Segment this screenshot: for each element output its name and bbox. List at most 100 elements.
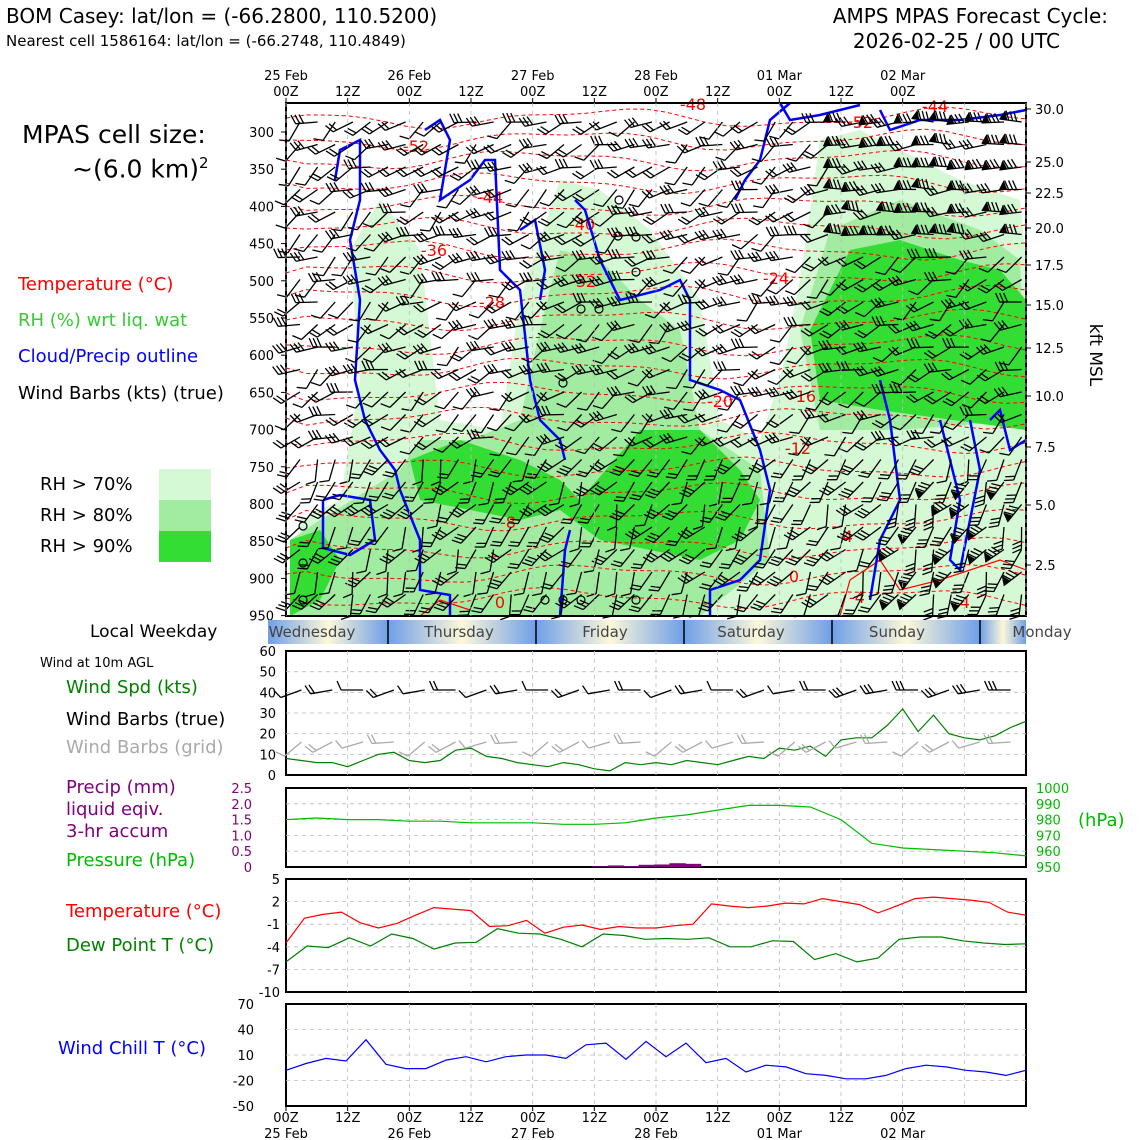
pressure-unit: (hPa) bbox=[1078, 810, 1125, 831]
wind-barb bbox=[575, 436, 600, 455]
pressure-tick-label: 600 bbox=[249, 349, 274, 364]
bottom-hour-label: 00Z bbox=[520, 1111, 546, 1126]
wind-barb bbox=[328, 301, 354, 319]
wind-barb bbox=[377, 301, 406, 312]
wind-barb bbox=[360, 413, 389, 427]
wind-barb bbox=[730, 121, 758, 134]
wind-barb bbox=[414, 548, 442, 564]
legend-rh70-swatch bbox=[159, 469, 211, 500]
wind-barb bbox=[519, 256, 547, 269]
wind-barb bbox=[605, 526, 618, 553]
wind-barb bbox=[500, 368, 530, 379]
wind-barb bbox=[290, 188, 318, 203]
wind-ytick: 60 bbox=[259, 645, 276, 660]
wind-barb bbox=[818, 571, 846, 586]
wind-barb bbox=[347, 211, 371, 231]
bottom-hour-label: 00Z bbox=[397, 1111, 423, 1126]
wind-barb bbox=[489, 436, 512, 457]
wind-barb bbox=[748, 211, 776, 226]
wind-barb bbox=[624, 206, 653, 217]
temperature-contour-2 bbox=[285, 149, 1027, 172]
wind-barb bbox=[769, 346, 794, 366]
wind-barb bbox=[325, 143, 354, 157]
wind-barb bbox=[699, 549, 723, 568]
wind-barb bbox=[715, 144, 741, 162]
weekday-band bbox=[268, 620, 388, 644]
weekday-band bbox=[684, 620, 832, 644]
wind-barb bbox=[342, 571, 354, 599]
wind-barb bbox=[436, 189, 459, 209]
wind-barb bbox=[624, 526, 653, 540]
wind-barb bbox=[981, 113, 1005, 124]
wind-barb bbox=[342, 274, 371, 285]
wind-barb bbox=[683, 369, 706, 389]
wind-barb bbox=[852, 209, 882, 221]
wind-barb bbox=[486, 414, 512, 432]
wind-barb bbox=[893, 301, 917, 321]
wind-barb bbox=[998, 223, 1022, 236]
wind-barb bbox=[523, 594, 547, 613]
wind-barb bbox=[979, 436, 1005, 454]
cloud-outline-7 bbox=[778, 102, 861, 122]
pressure-tick-label: 550 bbox=[249, 312, 274, 327]
wind-panel-title: Wind at 10m AGL bbox=[40, 656, 154, 671]
wind-barb bbox=[731, 526, 759, 542]
wind-barb bbox=[819, 323, 847, 339]
wind-barb bbox=[571, 342, 600, 354]
wind-barb bbox=[994, 278, 1022, 292]
wind-barb bbox=[677, 293, 705, 304]
wind-barb bbox=[437, 459, 459, 479]
top-date-label: 02 Mar bbox=[880, 69, 926, 84]
top-date-label: 26 Feb bbox=[387, 69, 431, 84]
wind-barb bbox=[747, 368, 776, 380]
wind-barb bbox=[325, 323, 354, 336]
wind-speed-label: Wind Spd (kts) bbox=[66, 677, 198, 698]
wind-barb bbox=[379, 548, 407, 564]
pressure-ytick: 1000 bbox=[1036, 782, 1069, 797]
wind-barb bbox=[613, 481, 635, 502]
wind-barb bbox=[692, 504, 706, 531]
wind-barb bbox=[433, 436, 459, 453]
top-date-label: 28 Feb bbox=[634, 69, 678, 84]
wind-barb bbox=[870, 278, 899, 292]
wind-barb bbox=[929, 414, 952, 434]
wind-barb bbox=[802, 459, 829, 475]
wind-barb bbox=[985, 481, 1005, 501]
wind-barb bbox=[924, 271, 952, 282]
wind-barb bbox=[572, 233, 600, 247]
wind-barb bbox=[806, 526, 829, 547]
wind-barb bbox=[606, 166, 635, 179]
wind-barb bbox=[512, 459, 530, 483]
wind-barb bbox=[413, 436, 442, 451]
wind-barb bbox=[356, 549, 372, 574]
wind-barb bbox=[540, 571, 565, 590]
wind-barb bbox=[666, 369, 688, 390]
wind-barb bbox=[911, 109, 934, 123]
wind-barb bbox=[609, 594, 635, 611]
wind-barb bbox=[665, 144, 688, 164]
wind-barb bbox=[518, 413, 547, 424]
wind-barb bbox=[924, 248, 952, 259]
wind-barb bbox=[910, 135, 934, 146]
wind-barb bbox=[645, 481, 671, 499]
wind-barb bbox=[642, 211, 670, 225]
temperature-contour-18 bbox=[285, 536, 1027, 559]
wind-barb bbox=[996, 256, 1023, 274]
wind-barb bbox=[659, 408, 688, 420]
wind-barb bbox=[448, 319, 477, 331]
wind-barb bbox=[730, 180, 758, 191]
wind-barb bbox=[946, 113, 969, 125]
wind-barb bbox=[360, 121, 389, 135]
kft-tick-label: 25.0 bbox=[1035, 156, 1064, 171]
temperature-contour-15 bbox=[285, 456, 1027, 478]
wind-barb bbox=[312, 234, 336, 253]
wind-barb bbox=[273, 248, 301, 259]
wind-barb bbox=[890, 414, 917, 431]
precip-liquid-label: liquid eqiv. bbox=[66, 799, 164, 820]
pressure-tick-label: 850 bbox=[249, 535, 274, 550]
wind-barb bbox=[318, 526, 336, 550]
wind-barb bbox=[730, 385, 758, 396]
wind-barb bbox=[378, 203, 406, 214]
wind-barb bbox=[455, 549, 477, 570]
wind-barb bbox=[483, 226, 512, 237]
